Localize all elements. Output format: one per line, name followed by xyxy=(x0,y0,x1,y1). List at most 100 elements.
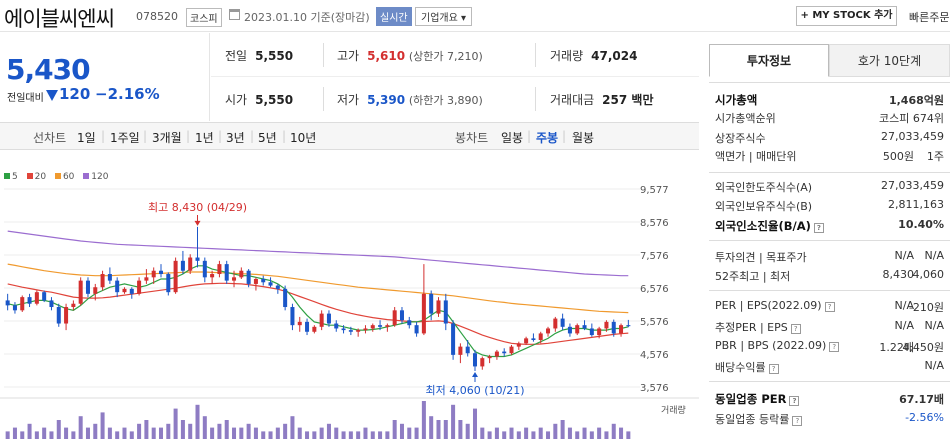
volume-bar xyxy=(414,427,419,439)
help-icon[interactable]: ? xyxy=(824,302,835,312)
info-row: 배당수익률? N/A xyxy=(709,357,950,375)
info-row: 시가총액순위 코스피 674위 xyxy=(709,108,950,126)
volume-bar xyxy=(436,420,441,439)
candle-body xyxy=(78,280,83,304)
volume-bar xyxy=(253,427,258,439)
help-icon[interactable]: ? xyxy=(790,324,801,334)
volume-bar xyxy=(611,423,616,439)
help-icon[interactable]: ? xyxy=(792,416,803,426)
volume-bar xyxy=(356,431,361,439)
volume-bar xyxy=(217,423,222,439)
line-chart-label: 선차트 xyxy=(33,131,67,145)
volume-bar xyxy=(100,412,105,439)
candle xyxy=(122,287,127,294)
period-1d[interactable]: 1일 xyxy=(77,131,96,145)
period-1w[interactable]: 1주일 xyxy=(110,131,140,145)
candle xyxy=(356,328,361,337)
stock-chart[interactable]: 9,577 8,576 7,576 6,576 5,576 4,576 3,576 최고 8… xyxy=(0,151,699,439)
candle-body xyxy=(472,353,478,367)
volume-bar xyxy=(370,431,375,439)
candle-body xyxy=(85,280,90,294)
help-icon[interactable]: ? xyxy=(789,396,800,406)
candle xyxy=(239,267,244,279)
change-value: 120 xyxy=(59,85,91,103)
candle-weekly[interactable]: 주봉 xyxy=(536,131,559,145)
candle xyxy=(71,300,76,311)
candle xyxy=(502,348,507,357)
candle xyxy=(560,313,565,331)
candle-body xyxy=(297,321,302,326)
candle-body xyxy=(363,328,368,331)
candle-monthly[interactable]: 월봉 xyxy=(572,131,595,145)
tab-order-book[interactable]: 호가 10단계 xyxy=(829,44,950,77)
ma-lines xyxy=(7,230,629,358)
candle-body xyxy=(158,270,164,275)
base-date: 2023.01.10 기준(장마감) xyxy=(244,11,370,24)
volume-bar xyxy=(472,408,478,439)
period-3y[interactable]: 3년 xyxy=(226,131,245,145)
volume-bar xyxy=(524,427,529,439)
help-icon[interactable]: ? xyxy=(829,342,840,352)
candle-body xyxy=(531,338,536,341)
period-1y[interactable]: 1년 xyxy=(195,131,214,145)
volume-bar xyxy=(202,416,207,439)
candle-daily[interactable]: 일봉 xyxy=(501,131,524,145)
corp-summary-dropdown[interactable]: 기업개요 ▾ xyxy=(415,7,472,26)
period-3m[interactable]: 3개월 xyxy=(152,131,182,145)
volume-bar xyxy=(407,427,412,439)
candle xyxy=(546,326,551,337)
help-icon[interactable]: ? xyxy=(768,364,779,374)
volume-bar xyxy=(582,427,587,439)
volume-bar xyxy=(502,431,507,439)
volume-bar xyxy=(56,420,61,439)
divider xyxy=(535,87,536,111)
candle-body xyxy=(414,325,419,334)
candle-body xyxy=(326,313,331,324)
candle-body xyxy=(34,292,39,304)
candle-body xyxy=(64,307,69,324)
stat-volume: 거래량 47,024 xyxy=(550,49,638,63)
volume-bar xyxy=(326,423,331,439)
info-value: N/A xyxy=(894,319,914,332)
period-5y[interactable]: 5년 xyxy=(258,131,277,145)
header: 에이블씨엔씨 078520 코스피 2023.01.10 기준(장마감) 실시간… xyxy=(0,0,950,32)
candles xyxy=(5,226,631,372)
info-key: 액면가 | 매매단위 xyxy=(715,150,797,163)
info-value-2: -210원 xyxy=(908,301,944,314)
candle-body xyxy=(480,358,485,367)
candle xyxy=(326,310,331,327)
candle xyxy=(151,267,156,284)
stats-row-1: 전일 5,550 고가 5,610 (상한가 7,210) 거래량 47,024 xyxy=(211,33,699,77)
volume-bar xyxy=(626,431,631,439)
candle xyxy=(370,323,375,332)
candle-body xyxy=(246,270,251,284)
candle-body xyxy=(626,325,631,327)
period-10y[interactable]: 10년 xyxy=(290,131,317,145)
volume-bar xyxy=(429,416,434,439)
candle xyxy=(567,323,572,337)
help-icon[interactable]: ? xyxy=(813,223,824,233)
candle-body xyxy=(180,260,185,271)
volume-bar xyxy=(312,431,317,439)
volume-bar xyxy=(12,427,17,439)
volume-bar xyxy=(480,427,485,439)
ma-legend: 5 20 60 120 xyxy=(4,172,108,182)
quick-order-link[interactable]: 빠른주문 xyxy=(909,11,950,24)
volume-bar xyxy=(392,420,397,439)
volume-bar xyxy=(173,408,178,439)
change-label: 전일대비 xyxy=(7,93,44,104)
info-value-2: 4,060 xyxy=(912,268,945,281)
candle-body xyxy=(567,326,572,334)
realtime-button[interactable]: 실시간 xyxy=(376,7,412,26)
volume-bar xyxy=(20,431,25,439)
candle xyxy=(480,356,485,370)
volume-bar xyxy=(180,420,185,439)
price-box: 5,430 전일대비 120 −2.16% xyxy=(0,33,210,121)
candle xyxy=(516,341,521,350)
volume-bar xyxy=(334,427,339,439)
candle xyxy=(604,320,609,332)
info-key: 동일업종 등락률? xyxy=(715,411,803,427)
my-stock-add-button[interactable]: + MY STOCK 추가 xyxy=(796,6,897,26)
info-key: 배당수익률? xyxy=(715,359,779,375)
tab-investment-info[interactable]: 투자정보 xyxy=(709,44,829,77)
